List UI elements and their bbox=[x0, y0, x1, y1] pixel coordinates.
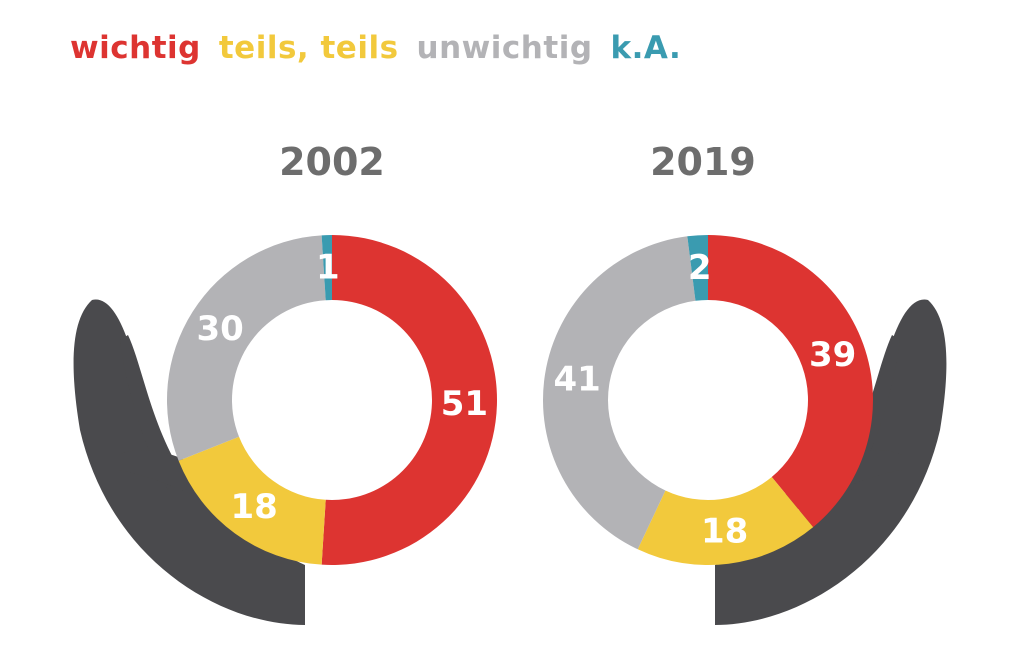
donut-segment-ka bbox=[321, 235, 332, 301]
data-label-ka: 1 bbox=[316, 248, 340, 288]
data-label-wichtig: 51 bbox=[441, 384, 488, 424]
donut-segment-unwichtig bbox=[167, 235, 326, 461]
donut-segment-unwichtig bbox=[542, 236, 696, 550]
legend-ka: k.A. bbox=[610, 30, 682, 66]
legend: wichtig teils, teils unwichtig k.A. bbox=[70, 30, 681, 66]
data-label-ka: 2 bbox=[688, 248, 712, 288]
donut-segment-ka bbox=[687, 235, 708, 301]
donut-segment-wichtig bbox=[321, 235, 498, 565]
data-label-unwichtig: 30 bbox=[196, 309, 243, 349]
data-label-teils-teils: 18 bbox=[230, 487, 277, 527]
donut-segment-teils-teils bbox=[637, 477, 814, 565]
data-label-wichtig: 39 bbox=[809, 335, 856, 375]
donut-2002: 51 18 30 1 bbox=[167, 235, 498, 565]
chart-title-2019: 2019 bbox=[650, 140, 756, 184]
legend-unwichtig: unwichtig bbox=[416, 30, 593, 66]
legend-wichtig: wichtig bbox=[70, 30, 201, 66]
chart-title-2002: 2002 bbox=[279, 140, 385, 184]
data-label-unwichtig: 41 bbox=[553, 359, 600, 399]
legend-teils-teils: teils, teils bbox=[218, 30, 399, 66]
donut-segment-teils-teils bbox=[178, 436, 326, 565]
donut-2019: 39 18 41 2 bbox=[542, 235, 874, 565]
donut-segment-wichtig bbox=[708, 235, 874, 528]
data-label-teils-teils: 18 bbox=[701, 511, 748, 551]
